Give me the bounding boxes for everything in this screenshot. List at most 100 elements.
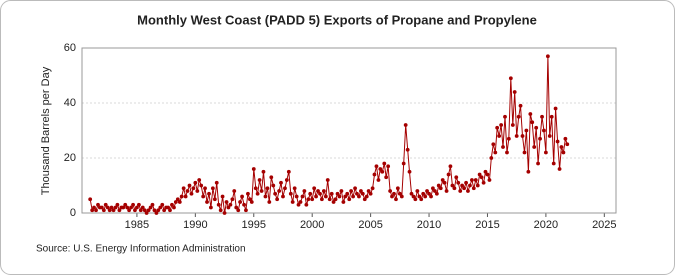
data-point	[249, 200, 254, 204]
data-point	[244, 208, 248, 213]
data-point	[327, 197, 332, 202]
data-point	[468, 183, 472, 188]
data-point	[131, 202, 135, 207]
data-point	[501, 145, 505, 149]
data-point	[456, 180, 461, 185]
data-point	[310, 197, 315, 202]
data-point	[125, 205, 130, 210]
data-point	[360, 191, 365, 196]
y-tick-label: 60	[64, 42, 76, 54]
data-point	[105, 205, 110, 210]
data-point	[94, 208, 98, 213]
data-point	[333, 197, 338, 202]
data-point	[187, 183, 192, 188]
data-point	[534, 125, 539, 130]
data-point	[421, 191, 426, 196]
data-point	[538, 136, 542, 141]
data-point	[341, 200, 346, 204]
data-point	[325, 178, 330, 182]
data-point	[545, 54, 550, 59]
data-point	[92, 205, 96, 210]
data-point	[216, 202, 221, 207]
data-point	[446, 172, 451, 177]
data-point	[158, 205, 163, 210]
data-point	[394, 197, 398, 202]
data-point	[366, 189, 371, 193]
data-point	[226, 205, 231, 210]
data-point	[150, 202, 155, 207]
data-point	[88, 197, 93, 202]
data-point	[384, 175, 389, 180]
data-point	[240, 194, 244, 199]
data-point	[559, 145, 564, 149]
data-point	[236, 208, 241, 213]
data-point	[429, 194, 433, 199]
data-point	[551, 161, 556, 166]
data-point	[436, 183, 441, 188]
data-point	[434, 191, 439, 196]
data-point	[286, 169, 291, 174]
chart-title: Monthly West Coast (PADD 5) Exports of P…	[137, 12, 537, 27]
data-point	[386, 164, 391, 169]
data-point	[166, 205, 171, 210]
data-point	[485, 172, 490, 177]
data-point	[512, 90, 517, 94]
x-tick-label: 2000	[300, 219, 324, 231]
data-point	[170, 202, 174, 207]
x-tick-label: 2010	[417, 219, 441, 231]
data-point	[450, 183, 455, 188]
data-point	[479, 175, 484, 180]
data-point	[257, 178, 262, 182]
data-point	[339, 189, 344, 193]
data-point	[462, 186, 466, 191]
data-point	[329, 191, 334, 196]
data-point	[460, 183, 465, 188]
data-point	[154, 211, 159, 215]
data-point	[181, 186, 186, 191]
data-point	[234, 205, 239, 210]
data-point	[218, 208, 223, 213]
data-point	[323, 194, 328, 199]
data-point	[542, 128, 546, 133]
data-point	[265, 186, 270, 191]
data-point	[304, 202, 309, 207]
source-note: Source: U.S. Energy Information Administ…	[36, 244, 246, 255]
data-point	[528, 112, 533, 116]
data-point	[267, 200, 272, 204]
data-point	[522, 150, 527, 155]
data-point	[191, 186, 196, 191]
data-point	[316, 189, 320, 193]
y-tick-label: 20	[64, 152, 76, 164]
data-point	[557, 167, 562, 171]
data-point	[427, 191, 431, 196]
data-point	[263, 194, 268, 199]
data-point	[271, 183, 276, 188]
data-point	[430, 186, 435, 191]
data-point	[547, 134, 552, 138]
data-point	[117, 208, 122, 213]
data-point	[401, 161, 406, 166]
x-tick-label: 2015	[475, 219, 499, 231]
data-point	[146, 208, 151, 213]
data-point	[205, 200, 209, 204]
data-point	[288, 191, 293, 196]
data-point	[470, 178, 474, 182]
y-tick-label: 0	[70, 207, 76, 219]
data-point	[312, 186, 317, 191]
data-point	[390, 194, 394, 199]
data-point	[152, 208, 157, 213]
data-point	[214, 180, 219, 185]
data-point	[382, 161, 387, 166]
data-point	[230, 197, 235, 202]
data-point	[331, 200, 336, 204]
x-tick-label: 1990	[183, 219, 207, 231]
data-point	[491, 142, 496, 147]
data-point	[175, 197, 180, 202]
data-point	[232, 189, 237, 193]
data-point	[189, 191, 194, 196]
data-point	[115, 202, 120, 207]
data-point	[503, 114, 507, 119]
data-point	[553, 106, 558, 111]
data-point	[277, 189, 282, 193]
data-point	[228, 202, 233, 207]
